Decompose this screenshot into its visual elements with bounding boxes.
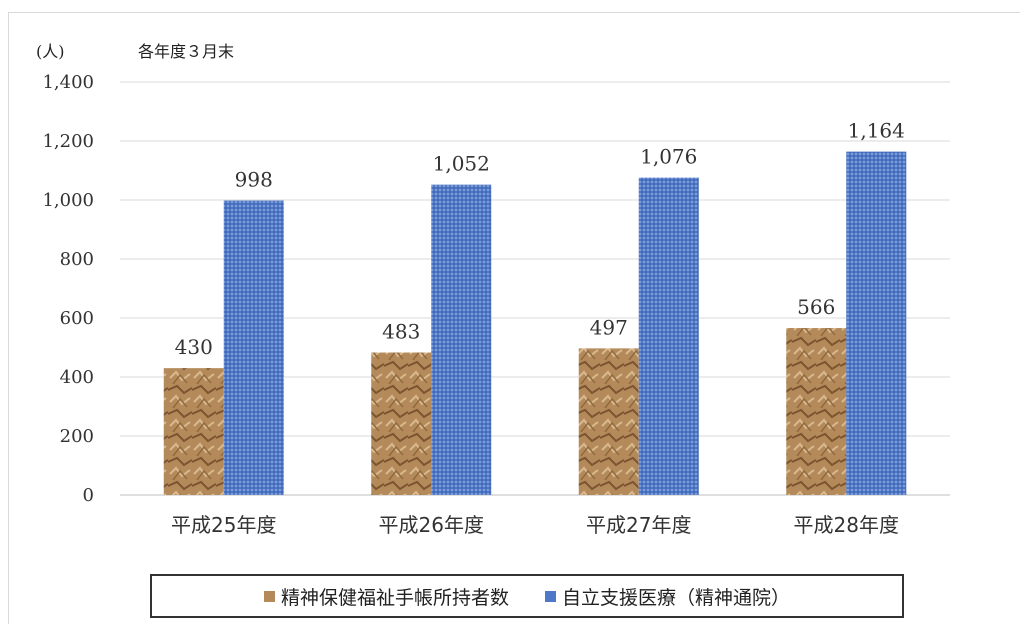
bar-series-1-2 xyxy=(371,352,432,495)
data-label-series-1-4: 566 xyxy=(797,295,835,319)
x-category-label: 平成25年度 xyxy=(171,513,276,537)
legend-item-series-2: 自立支援医療（精神通院） xyxy=(545,583,790,610)
x-category-label: 平成27年度 xyxy=(586,513,691,537)
data-label-series-2-1: 998 xyxy=(235,168,273,192)
data-label-series-1-2: 483 xyxy=(382,320,420,344)
data-label-series-1-1: 430 xyxy=(175,335,213,359)
y-tick-label: 1,200 xyxy=(42,131,94,152)
y-axis-unit: (人) xyxy=(36,42,65,61)
data-label-series-1-3: 497 xyxy=(590,315,628,339)
legend-item-series-1: 精神保健福祉手帳所持者数 xyxy=(263,583,509,610)
bar-series-2-2 xyxy=(431,184,492,495)
legend-label-series-2: 自立支援医療（精神通院） xyxy=(562,586,791,609)
x-category-label: 平成28年度 xyxy=(794,513,899,537)
legend-label-series-1: 精神保健福祉手帳所持者数 xyxy=(280,586,509,609)
bar-series-2-1 xyxy=(223,200,284,495)
bar-series-1-3 xyxy=(578,348,639,495)
bar-series-1-1 xyxy=(163,368,224,495)
x-category-label: 平成26年度 xyxy=(379,513,484,537)
legend: 精神保健福祉手帳所持者数 自立支援医療（精神通院） xyxy=(150,574,904,618)
y-tick-label: 0 xyxy=(83,485,94,506)
bar-series-2-4 xyxy=(846,151,907,495)
data-label-series-2-2: 1,052 xyxy=(433,152,490,176)
y-tick-label: 1,000 xyxy=(42,190,94,211)
data-label-series-2-4: 1,164 xyxy=(848,119,905,143)
y-tick-label: 200 xyxy=(60,426,94,447)
chart-frame xyxy=(8,12,1020,624)
y-tick-label: 1,400 xyxy=(42,72,94,93)
bar-series-1-4 xyxy=(786,328,847,495)
chart-note: 各年度３月末 xyxy=(138,42,235,61)
y-tick-label: 800 xyxy=(60,249,94,270)
data-label-series-2-3: 1,076 xyxy=(640,145,697,169)
y-tick-label: 400 xyxy=(60,367,94,388)
bar-series-2-3 xyxy=(638,177,699,495)
legend-swatch-series-1 xyxy=(263,590,275,602)
legend-swatch-series-2 xyxy=(545,590,556,602)
y-tick-label: 600 xyxy=(60,308,94,329)
